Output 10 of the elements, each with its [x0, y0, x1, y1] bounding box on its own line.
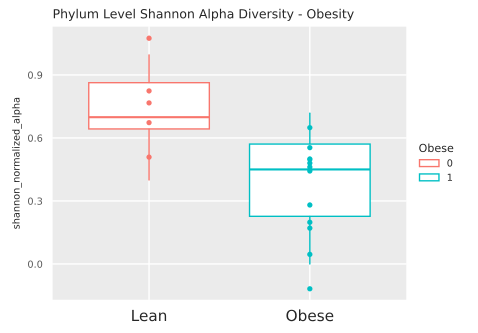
x-tick-label: Lean [132, 310, 166, 322]
legend-label: 0 [447, 159, 452, 167]
legend-label: 1 [448, 174, 452, 181]
y-tick-label: 0.3 [28, 197, 42, 205]
y-tick-label: 0.6 [28, 134, 42, 142]
y-tick-label: 0.9 [28, 71, 42, 79]
y-axis-title: shannon_normalized_alpha [12, 98, 22, 229]
legend-title: Obese [419, 144, 454, 152]
y-tick-label: 0.0 [28, 260, 42, 268]
chart-title: Phylum Level Shannon Alpha Diversity - Obesity [54, 8, 354, 21]
